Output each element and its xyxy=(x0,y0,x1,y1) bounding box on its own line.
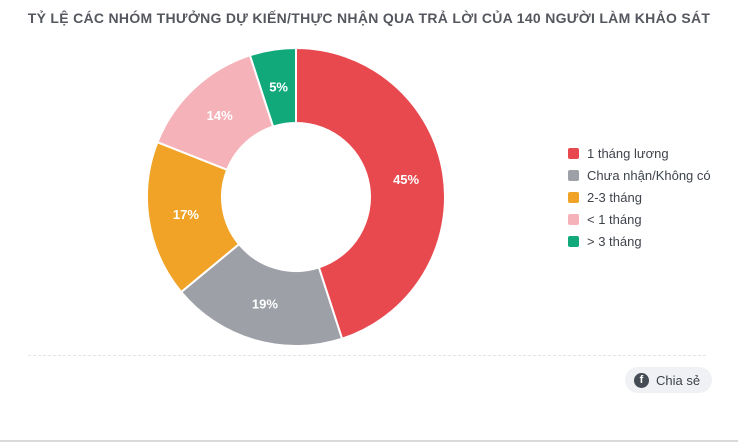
slice-value-label: 45% xyxy=(393,172,419,187)
divider-line xyxy=(28,355,706,356)
legend-marker xyxy=(568,235,579,247)
legend-item-1[interactable]: Chưa nhận/Không có xyxy=(568,164,711,186)
share-button-label: Chia sẻ xyxy=(656,372,701,388)
legend-item-label: 1 tháng lương xyxy=(587,145,669,161)
legend-marker xyxy=(568,191,579,203)
donut-slice-1[interactable] xyxy=(180,243,344,347)
donut-chart: 45% 19% 17% 14% 5% xyxy=(146,47,446,347)
legend-item-4[interactable]: > 3 tháng xyxy=(568,230,711,252)
chart-legend: 1 tháng lương Chưa nhận/Không có 2-3 tháng… xyxy=(568,142,711,252)
share-button[interactable]: f Chia sẻ xyxy=(625,367,713,393)
chart-title: TỶ LỆ CÁC NHÓM THƯỞNG DỰ KIẾN/THỰC NHẬN … xyxy=(27,10,711,26)
slice-value-label: 14% xyxy=(207,108,233,123)
legend-item-label: < 1 tháng xyxy=(587,211,642,227)
legend-item-label: 2-3 tháng xyxy=(587,189,642,205)
donut-slice-4[interactable] xyxy=(248,47,297,128)
donut-slice-0[interactable] xyxy=(295,47,446,340)
legend-item-label: > 3 tháng xyxy=(587,233,642,249)
legend-item-0[interactable]: 1 tháng lương xyxy=(568,142,711,164)
slice-value-label: 19% xyxy=(252,297,278,312)
slice-value-label: 5% xyxy=(269,79,288,94)
legend-marker xyxy=(568,169,579,181)
legend-marker xyxy=(568,213,579,225)
legend-item-3[interactable]: < 1 tháng xyxy=(568,208,711,230)
legend-item-2[interactable]: 2-3 tháng xyxy=(568,186,711,208)
legend-item-label: Chưa nhận/Không có xyxy=(587,167,711,183)
legend-marker xyxy=(568,147,579,159)
slice-value-label: 17% xyxy=(173,207,199,222)
facebook-icon: f xyxy=(634,372,649,388)
